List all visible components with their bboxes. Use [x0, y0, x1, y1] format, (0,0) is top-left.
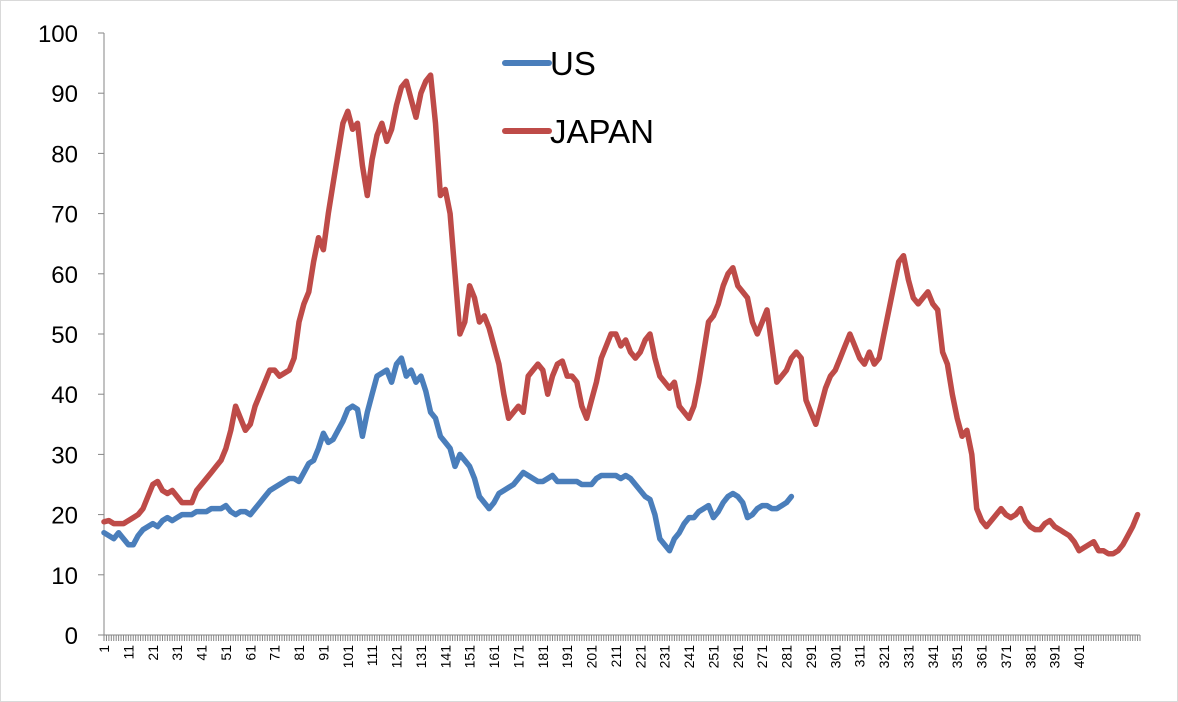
legend-label-japan: JAPAN: [550, 113, 654, 150]
x-tick-label: 331: [900, 645, 916, 669]
x-tick-label: 161: [486, 645, 502, 669]
x-tick-label: 401: [1071, 645, 1087, 669]
x-tick-label: 261: [730, 645, 746, 669]
x-tick-label: 361: [974, 645, 990, 669]
x-tick-label: 21: [145, 645, 161, 661]
y-tick-label: 100: [38, 21, 78, 48]
x-tick-label: 31: [169, 645, 185, 661]
x-tick-label: 341: [925, 645, 941, 669]
y-tick-label: 0: [65, 623, 78, 650]
x-tick-label: 251: [705, 645, 721, 669]
x-tick-label: 121: [389, 645, 405, 669]
x-tick-label: 91: [315, 645, 331, 661]
x-tick-label: 151: [462, 645, 478, 669]
y-tick-label: 30: [51, 442, 78, 469]
x-tick-label: 141: [437, 645, 453, 669]
y-tick-label: 80: [51, 141, 78, 168]
x-tick-label: 351: [949, 645, 965, 669]
x-tick-label: 11: [120, 645, 136, 660]
x-tick-label: 241: [681, 645, 697, 669]
y-tick-label: 50: [51, 322, 78, 349]
x-tick-label: 101: [340, 645, 356, 669]
x-tick-label: 381: [1022, 645, 1038, 669]
y-tick-label: 20: [51, 503, 78, 530]
x-tick-label: 171: [510, 645, 526, 669]
legend: US JAPAN: [502, 45, 654, 150]
x-tick-label: 211: [608, 645, 624, 668]
x-tick-label: 111: [364, 645, 380, 666]
y-tick-label: 90: [51, 81, 78, 108]
x-minor-ticks: [103, 635, 1141, 641]
x-tick-label: 311: [852, 645, 868, 668]
y-tick-label: 10: [51, 563, 78, 590]
x-tick-label: 81: [291, 645, 307, 661]
series-line-japan: [101, 72, 1141, 557]
series-lines: [101, 72, 1141, 557]
x-tick-label: 231: [657, 645, 673, 669]
x-tick-label: 291: [803, 645, 819, 669]
x-tick-label: 221: [632, 645, 648, 669]
x-tick-label: 61: [242, 645, 258, 661]
x-tick-label: 51: [218, 645, 234, 661]
x-tick-label: 1: [96, 645, 112, 653]
x-tick-label: 321: [876, 645, 892, 669]
x-tick-label: 391: [1047, 645, 1063, 669]
x-tick-label: 281: [779, 645, 795, 669]
x-tick-label: 71: [267, 645, 283, 661]
x-tick-label: 41: [194, 645, 210, 661]
x-tick-label: 371: [998, 645, 1014, 669]
y-tick-label: 40: [51, 382, 78, 409]
x-tick-label: 191: [559, 645, 575, 669]
x-tick-label: 181: [535, 645, 551, 669]
series-line-us: [101, 355, 795, 554]
x-tick-label: 201: [584, 645, 600, 669]
x-tick-label: 301: [827, 645, 843, 669]
legend-label-us: US: [550, 45, 596, 82]
x-tick-label: 271: [754, 645, 770, 669]
x-tick-label: 131: [413, 645, 429, 669]
y-tick-label: 60: [51, 262, 78, 289]
y-tick-label: 70: [51, 202, 78, 229]
